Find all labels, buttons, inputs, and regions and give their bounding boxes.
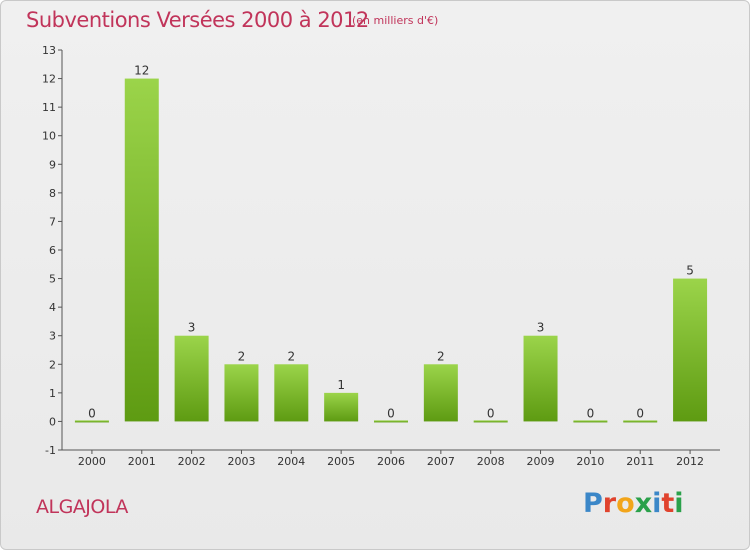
x-tick-label-2006: 2006 <box>377 455 405 468</box>
x-tick-label-2003: 2003 <box>227 455 255 468</box>
x-tick-label-2002: 2002 <box>178 455 206 468</box>
bar-2001 <box>124 78 159 422</box>
x-tick-label-2005: 2005 <box>327 455 355 468</box>
y-tick-label: 3 <box>49 330 56 343</box>
value-label-2004: 2 <box>287 349 295 363</box>
y-tick-label: 9 <box>49 158 56 171</box>
x-tick-label-2004: 2004 <box>277 455 305 468</box>
x-tick-label-2001: 2001 <box>128 455 156 468</box>
y-tick-label: 8 <box>49 187 56 200</box>
bar-2006 <box>374 420 408 423</box>
place-name: ALGAJOLA <box>36 496 128 518</box>
value-label-2007: 2 <box>437 349 445 363</box>
y-tick-label: 2 <box>49 358 56 371</box>
chart-title: Subventions Versées 2000 à 2012 <box>26 8 369 32</box>
bar-2010 <box>573 420 608 423</box>
y-tick-label: -1 <box>45 444 56 457</box>
value-label-2003: 2 <box>238 349 246 363</box>
x-tick-label-2007: 2007 <box>427 455 455 468</box>
x-tick-label-2000: 2000 <box>78 455 106 468</box>
x-tick-label-2011: 2011 <box>626 455 654 468</box>
y-tick-label: 0 <box>49 415 56 428</box>
y-tick-label: 13 <box>42 44 56 57</box>
bar-2011 <box>623 420 658 423</box>
y-tick-label: 6 <box>49 244 56 257</box>
x-tick-label-2009: 2009 <box>527 455 555 468</box>
value-label-2011: 0 <box>636 406 644 420</box>
y-tick-label: 7 <box>49 215 56 228</box>
y-tick-label: 10 <box>42 130 56 143</box>
value-label-2002: 3 <box>188 321 196 335</box>
value-label-2010: 0 <box>587 406 595 420</box>
x-tick-label-2012: 2012 <box>676 455 704 468</box>
value-label-2006: 0 <box>387 406 395 420</box>
bar-2008 <box>473 420 508 423</box>
proxiti-logo: Proxiti <box>583 488 684 519</box>
value-label-2005: 1 <box>337 378 345 392</box>
y-tick-label: 5 <box>49 273 56 286</box>
bar-2012 <box>673 278 708 422</box>
x-tick-label-2010: 2010 <box>576 455 604 468</box>
value-label-2008: 0 <box>487 406 495 420</box>
bar-2007 <box>423 364 458 422</box>
value-label-2012: 5 <box>686 264 694 278</box>
bar-2003 <box>224 364 259 422</box>
bar-2009 <box>523 335 558 422</box>
bar-2004 <box>274 364 309 422</box>
y-tick-label: 1 <box>49 387 56 400</box>
value-label-2001: 12 <box>134 64 149 78</box>
value-label-2009: 3 <box>537 321 545 335</box>
bar-2005 <box>324 392 359 422</box>
y-tick-label: 4 <box>49 301 56 314</box>
x-tick-label-2008: 2008 <box>477 455 505 468</box>
y-tick-label: 12 <box>42 73 56 86</box>
value-label-2000: 0 <box>88 406 96 420</box>
y-tick-label: 11 <box>42 101 56 114</box>
chart-unit-note: (en milliers d'€) <box>352 14 439 27</box>
bar-2000 <box>74 420 109 423</box>
bar-2002 <box>174 335 209 422</box>
